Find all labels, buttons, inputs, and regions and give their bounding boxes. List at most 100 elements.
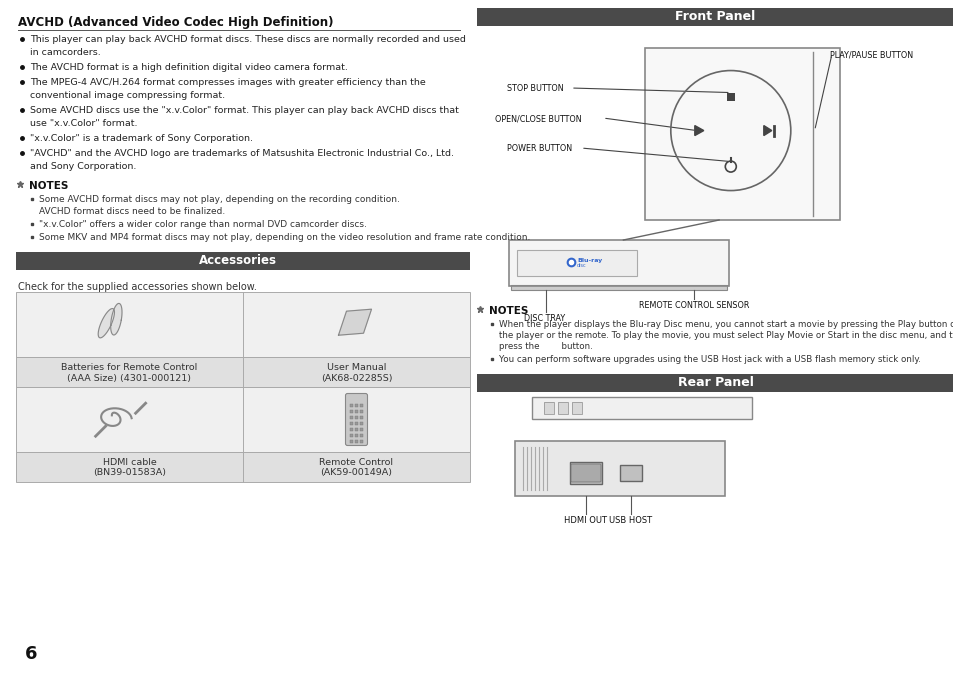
Text: OPEN/CLOSE BUTTON: OPEN/CLOSE BUTTON xyxy=(495,114,581,123)
Bar xyxy=(350,404,353,407)
Bar xyxy=(359,428,363,431)
Text: STOP BUTTON: STOP BUTTON xyxy=(506,84,563,93)
Bar xyxy=(515,441,724,496)
Bar xyxy=(350,440,353,443)
Bar xyxy=(16,292,470,357)
Text: NOTES: NOTES xyxy=(489,306,528,316)
Text: This player can play back AVCHD format discs. These discs are normally recorded : This player can play back AVCHD format d… xyxy=(30,35,465,44)
Bar xyxy=(355,404,357,407)
Bar xyxy=(16,387,243,452)
Bar xyxy=(515,441,724,496)
Text: When the player displays the Blu-ray Disc menu, you cannot start a movie by pres: When the player displays the Blu-ray Dis… xyxy=(498,320,953,329)
Bar xyxy=(359,404,363,407)
Bar xyxy=(355,434,357,437)
Bar xyxy=(16,357,470,387)
Text: User Manual: User Manual xyxy=(327,363,386,372)
Bar xyxy=(532,397,751,419)
Bar xyxy=(532,397,751,419)
Text: use "x.v.Color" format.: use "x.v.Color" format. xyxy=(30,119,137,128)
Bar xyxy=(543,402,554,414)
Bar xyxy=(359,434,363,437)
Text: press the        button.: press the button. xyxy=(498,342,592,351)
Text: Accessories: Accessories xyxy=(199,255,276,268)
Bar xyxy=(558,402,567,414)
Text: DISC TRAY: DISC TRAY xyxy=(523,314,564,323)
Bar xyxy=(619,465,641,481)
Text: (AAA Size) (4301-000121): (AAA Size) (4301-000121) xyxy=(68,373,192,383)
Bar xyxy=(644,48,840,220)
Text: "x.v.Color" is a trademark of Sony Corporation.: "x.v.Color" is a trademark of Sony Corpo… xyxy=(30,134,253,143)
Bar xyxy=(350,416,353,419)
Bar xyxy=(543,402,554,414)
Text: in camcorders.: in camcorders. xyxy=(30,48,101,57)
Text: USB HOST: USB HOST xyxy=(609,516,652,525)
Text: The MPEG-4 AVC/H.264 format compresses images with greater efficiency than the: The MPEG-4 AVC/H.264 format compresses i… xyxy=(30,78,425,87)
Text: Blu-ray: Blu-ray xyxy=(577,258,601,263)
Bar xyxy=(569,462,601,484)
Text: Front Panel: Front Panel xyxy=(675,10,755,24)
Text: PLAY/PAUSE BUTTON: PLAY/PAUSE BUTTON xyxy=(829,50,912,59)
Text: Some MKV and MP4 format discs may not play, depending on the video resolution an: Some MKV and MP4 format discs may not pl… xyxy=(39,233,530,242)
Bar xyxy=(511,285,726,290)
Bar xyxy=(359,440,363,443)
Bar xyxy=(572,402,581,414)
Text: Some AVCHD format discs may not play, depending on the recording condition.: Some AVCHD format discs may not play, de… xyxy=(39,195,399,204)
Text: 6: 6 xyxy=(25,645,37,663)
Text: You can perform software upgrades using the USB Host jack with a USB flash memor: You can perform software upgrades using … xyxy=(498,355,920,364)
Bar xyxy=(726,93,734,101)
Bar xyxy=(509,240,728,286)
Bar xyxy=(359,410,363,413)
Bar xyxy=(355,422,357,425)
Text: REMOTE CONTROL SENSOR: REMOTE CONTROL SENSOR xyxy=(639,301,749,310)
Text: AVCHD format discs need to be finalized.: AVCHD format discs need to be finalized. xyxy=(39,207,225,216)
Bar xyxy=(359,422,363,425)
Text: Check for the supplied accessories shown below.: Check for the supplied accessories shown… xyxy=(18,282,256,292)
Polygon shape xyxy=(694,125,703,136)
Bar xyxy=(355,410,357,413)
Text: (AK59-00149A): (AK59-00149A) xyxy=(320,469,392,477)
Text: "AVCHD" and the AVCHD logo are trademarks of Matsushita Electronic Industrial Co: "AVCHD" and the AVCHD logo are trademark… xyxy=(30,149,454,158)
Bar xyxy=(509,240,728,286)
Text: Some AVCHD discs use the "x.v.Color" format. This player can play back AVCHD dis: Some AVCHD discs use the "x.v.Color" for… xyxy=(30,106,458,115)
Bar xyxy=(517,250,637,276)
Polygon shape xyxy=(111,304,122,335)
Text: HDMI cable: HDMI cable xyxy=(103,458,156,467)
Bar xyxy=(558,402,567,414)
Text: Remote Control: Remote Control xyxy=(319,458,393,467)
FancyBboxPatch shape xyxy=(571,464,600,482)
Bar xyxy=(243,452,470,482)
Text: Rear Panel: Rear Panel xyxy=(677,377,753,390)
Bar xyxy=(350,410,353,413)
Polygon shape xyxy=(98,308,114,338)
Bar xyxy=(16,357,243,387)
Text: disc: disc xyxy=(577,263,586,268)
Bar xyxy=(359,416,363,419)
Bar xyxy=(243,357,470,387)
Text: NOTES: NOTES xyxy=(29,181,69,191)
Bar xyxy=(16,387,470,452)
Polygon shape xyxy=(338,309,371,335)
Bar xyxy=(16,252,470,270)
Text: (BN39-01583A): (BN39-01583A) xyxy=(92,469,166,477)
Bar xyxy=(243,292,470,357)
Bar xyxy=(569,462,601,484)
Bar xyxy=(517,250,637,276)
Text: (AK68-02285S): (AK68-02285S) xyxy=(320,373,392,383)
Text: HDMI OUT: HDMI OUT xyxy=(564,516,607,525)
Bar xyxy=(619,465,641,481)
Text: POWER BUTTON: POWER BUTTON xyxy=(506,144,572,153)
Polygon shape xyxy=(763,125,771,136)
Bar xyxy=(644,48,840,220)
Text: AVCHD (Advanced Video Codec High Definition): AVCHD (Advanced Video Codec High Definit… xyxy=(18,16,334,29)
Bar xyxy=(16,452,470,482)
Bar xyxy=(350,434,353,437)
Bar xyxy=(355,440,357,443)
Bar xyxy=(16,292,243,357)
Bar xyxy=(476,8,953,26)
Text: The AVCHD format is a high definition digital video camera format.: The AVCHD format is a high definition di… xyxy=(30,63,348,72)
Text: conventional image compressing format.: conventional image compressing format. xyxy=(30,91,225,100)
Bar xyxy=(243,387,470,452)
Text: the player or the remote. To play the movie, you must select Play Movie or Start: the player or the remote. To play the mo… xyxy=(498,331,953,340)
Bar xyxy=(350,428,353,431)
Bar xyxy=(476,374,953,392)
